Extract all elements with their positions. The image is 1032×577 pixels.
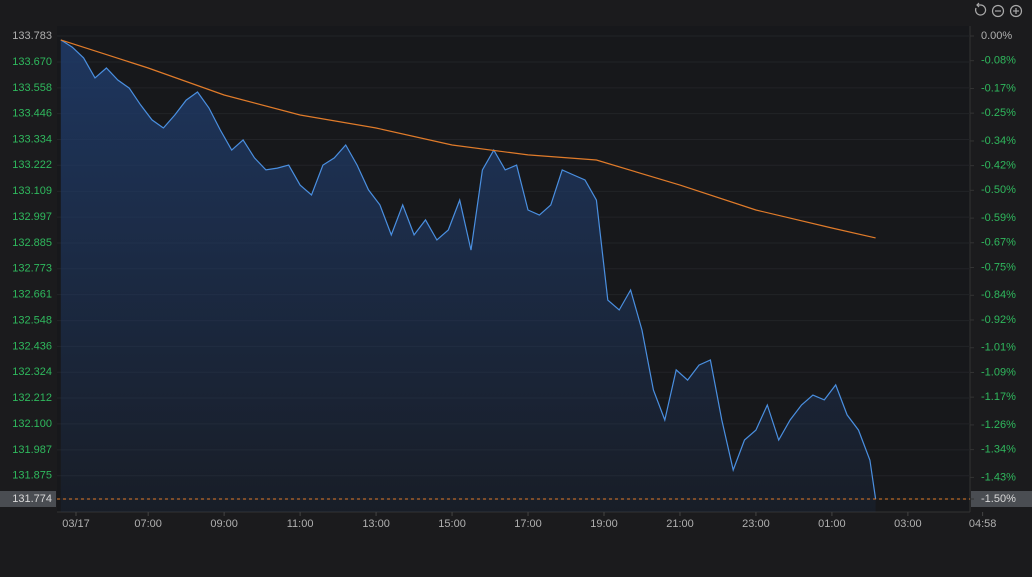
y-tick-label: 131.875 [12,470,52,482]
y2-tick-label: -1.01% [981,342,1016,354]
zoom-out-icon[interactable] [991,4,1005,18]
x-tick-label: 04:58 [969,518,997,530]
y-tick-label: 132.773 [12,263,52,275]
y-tick-label: 132.885 [12,237,52,249]
y-tick-label: 132.997 [12,211,52,223]
y2-tick-label: -0.92% [981,314,1016,326]
y-tick-label: 132.324 [12,366,52,378]
y-tick-label: 132.661 [12,288,52,300]
x-tick-label: 15:00 [438,518,466,530]
x-tick-label: 09:00 [210,518,238,530]
y2-tick-label: 0.00% [981,30,1012,42]
y-tick-label: 133.222 [12,159,52,171]
y2-tick-label: -1.50% [981,493,1016,505]
y2-tick-label: -0.67% [981,237,1016,249]
y-tick-label: 131.774 [12,493,52,505]
y2-tick-label: -1.09% [981,366,1016,378]
y2-tick-label: -1.34% [981,444,1016,456]
y2-tick-label: -0.84% [981,289,1016,301]
x-tick-label: 17:00 [514,518,542,530]
y2-tick-label: -0.42% [981,160,1016,172]
x-tick-label: 23:00 [742,518,770,530]
y2-tick-label: -0.17% [981,82,1016,94]
y-tick-label: 133.109 [12,185,52,197]
y2-tick-label: -1.26% [981,419,1016,431]
x-tick-label: 01:00 [818,518,846,530]
y-tick-label: 133.783 [12,30,52,42]
y-tick-label: 132.548 [12,315,52,327]
y-tick-label: 133.334 [12,133,52,145]
y-tick-label: 132.100 [12,418,52,430]
y-tick-label: 132.212 [12,392,52,404]
zoom-in-icon[interactable] [1009,4,1023,18]
y-tick-label: 131.987 [12,444,52,456]
y2-tick-label: -0.34% [981,135,1016,147]
x-tick-label: 19:00 [590,518,618,530]
y-tick-label: 133.558 [12,82,52,94]
x-tick-label: 03:00 [894,518,922,530]
percent-label-box [971,491,1032,507]
y2-tick-label: -0.08% [981,55,1016,67]
x-tick-label: 11:00 [287,518,314,530]
moving-average-line [60,39,876,239]
price-line [60,39,877,500]
x-tick-label: 13:00 [362,518,390,530]
price-label-box [0,491,56,507]
y2-tick-label: -0.75% [981,261,1016,273]
price-area [60,39,876,513]
x-tick-label: 03/17 [62,518,90,530]
y-tick-label: 133.670 [12,56,52,68]
y2-tick-label: -0.50% [981,184,1016,196]
y2-tick-label: -0.59% [981,212,1016,224]
reset-icon[interactable] [975,2,987,16]
y-tick-label: 132.436 [12,340,52,352]
y-tick-label: 133.446 [12,108,52,120]
y2-tick-label: -0.25% [981,107,1016,119]
toolbar[interactable] [975,2,1023,18]
y2-tick-label: -1.43% [981,471,1016,483]
x-tick-label: 21:00 [666,518,694,530]
y2-tick-label: -1.17% [981,391,1016,403]
x-tick-label: 07:00 [134,518,162,530]
